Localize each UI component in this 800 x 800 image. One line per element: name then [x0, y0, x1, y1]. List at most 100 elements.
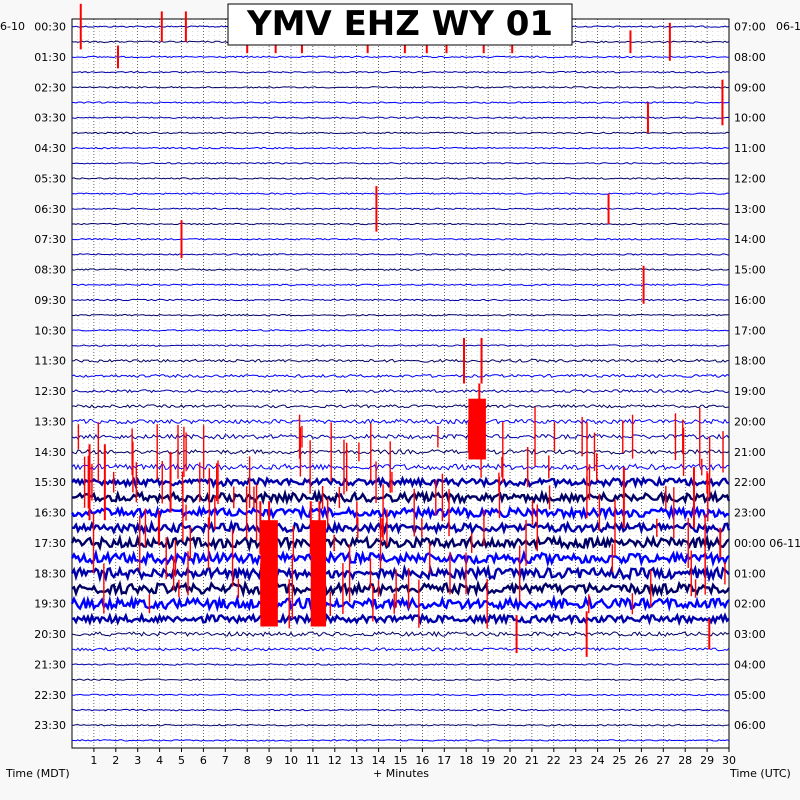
right-tick-label: 12:00	[734, 172, 766, 185]
trace-row	[71, 433, 730, 440]
x-tick-label: 6	[200, 754, 207, 767]
left-tick-label: 02:30	[34, 81, 66, 94]
trace-row	[71, 373, 730, 378]
x-tick-label: 2	[112, 754, 119, 767]
trace-row	[72, 519, 731, 536]
trace-row	[71, 708, 729, 712]
trace-row	[71, 131, 730, 135]
right-tick-label: 11:00	[734, 142, 766, 155]
right-tick-label: 03:00	[734, 628, 766, 641]
trace-row	[71, 418, 730, 425]
event-block	[310, 520, 327, 627]
right-tick-label: 21:00	[734, 446, 766, 459]
trace-row	[71, 631, 730, 638]
left-tick-label: 00:30	[34, 21, 66, 34]
trace-row	[71, 162, 730, 165]
left-tick-label: 23:30	[34, 719, 66, 732]
right-tick-label: 19:00	[734, 385, 766, 398]
trace-row	[70, 504, 730, 521]
x-tick-label: 29	[700, 754, 714, 767]
trace-row	[71, 177, 730, 180]
trace-row	[71, 116, 730, 119]
right-tick-label: 01:00	[734, 567, 766, 580]
left-tick-label: 17:30	[34, 537, 66, 550]
event-spikes	[77, 3, 726, 657]
trace-row	[71, 647, 730, 652]
title-box: YMV EHZ WY 01	[227, 3, 573, 46]
trace-row	[70, 548, 730, 568]
grid-lines	[77, 19, 724, 748]
x-tick-label: 15	[394, 754, 408, 767]
left-axis-label: Time (MDT)	[5, 767, 70, 780]
right-date-label: 06-1	[776, 20, 800, 33]
x-tick-label: 17	[437, 754, 451, 767]
x-tick-label: 4	[156, 754, 163, 767]
trace-row	[71, 693, 730, 697]
trace-row	[72, 86, 730, 89]
trace-row	[71, 678, 729, 681]
x-tick-label: 1	[90, 754, 97, 767]
trace-row	[71, 344, 730, 347]
left-tick-label: 08:30	[34, 264, 66, 277]
x-tick-label: 11	[306, 754, 320, 767]
x-tick-label: 9	[266, 754, 273, 767]
trace-row	[70, 533, 730, 553]
trace-row	[70, 563, 730, 583]
left-tick-label: 21:30	[34, 658, 66, 671]
x-tick-label: 26	[634, 754, 648, 767]
x-tick-label: 30	[722, 754, 736, 767]
event-block	[468, 398, 486, 460]
trace-row	[71, 298, 730, 302]
x-tick-label: 24	[591, 754, 605, 767]
left-date-label: 6-10	[0, 20, 25, 33]
right-tick-label: 06:00	[734, 719, 766, 732]
left-tick-label: 14:30	[34, 446, 66, 459]
axis-ticks: 1 2 3 4 5 6 7 8 9 10 11 12 13 14 15 16 17 18 19 20 21 22 23 24 2…	[34, 21, 800, 767]
x-tick-label: 3	[134, 754, 141, 767]
right-tick-label: 09:00	[734, 81, 766, 94]
x-tick-label: 16	[415, 754, 429, 767]
trace-row	[71, 579, 731, 598]
x-tick-label: 28	[678, 754, 692, 767]
trace-row	[71, 268, 730, 271]
x-tick-label: 18	[459, 754, 473, 767]
x-tick-label: 14	[372, 754, 386, 767]
trace-row	[71, 283, 730, 287]
left-tick-label: 18:30	[34, 567, 66, 580]
right-axis-label: Time (UTC)	[729, 767, 791, 780]
right-tick-label: 20:00	[734, 415, 766, 428]
right-tick-label: 18:00	[734, 355, 766, 368]
left-tick-label: 13:30	[34, 415, 66, 428]
left-tick-label: 10:30	[34, 324, 66, 337]
right-tick-label: 14:00	[734, 233, 766, 246]
x-tick-label: 21	[525, 754, 539, 767]
trace-row	[72, 723, 730, 727]
trace-row	[71, 488, 731, 506]
x-tick-label: 5	[178, 754, 185, 767]
trace-row	[71, 611, 730, 627]
x-tick-label: 19	[481, 754, 495, 767]
left-tick-label: 16:30	[34, 507, 66, 520]
x-tick-label: 7	[222, 754, 229, 767]
trace-row	[71, 329, 730, 332]
x-tick-label: 27	[656, 754, 670, 767]
left-tick-label: 11:30	[34, 355, 66, 368]
x-tick-label: 22	[547, 754, 561, 767]
chart-title: YMV EHZ WY 01	[246, 4, 553, 44]
right-tick-label: 02:00	[734, 598, 766, 611]
right-tick-label: 13:00	[734, 203, 766, 216]
event-block	[260, 520, 278, 627]
right-tick-label: 17:00	[734, 324, 766, 337]
right-tick-label: 23:00	[734, 507, 766, 520]
x-tick-label: 8	[244, 754, 251, 767]
plot-area	[71, 18, 730, 749]
left-tick-label: 01:30	[34, 51, 66, 64]
trace-row	[71, 475, 730, 490]
left-tick-label: 04:30	[34, 142, 66, 155]
trace-row	[71, 404, 730, 409]
left-tick-label: 07:30	[34, 233, 66, 246]
trace-row	[71, 313, 730, 317]
right-tick-label: 04:00	[734, 658, 766, 671]
